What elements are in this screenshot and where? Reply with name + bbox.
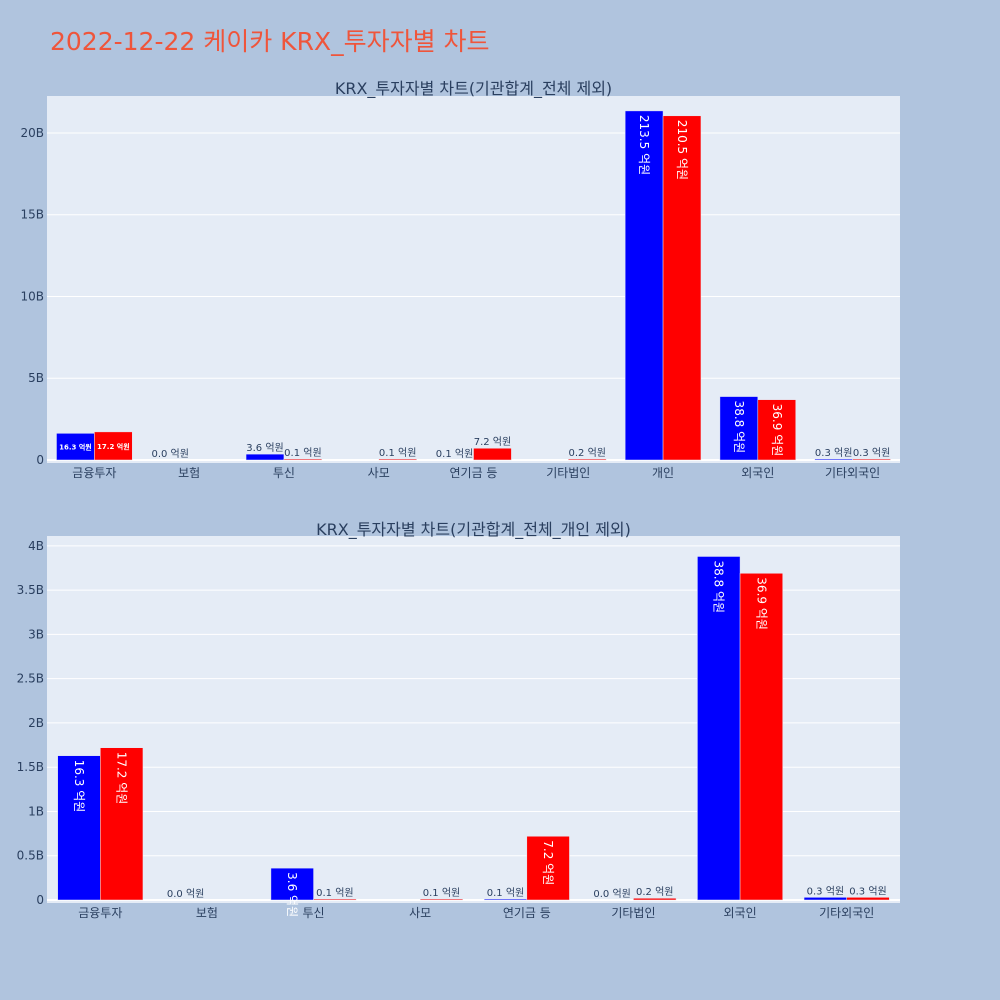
data-label: 17.2 억원 — [97, 442, 130, 451]
bar — [270, 867, 314, 901]
bar — [57, 755, 101, 901]
y-tick-label: 1.5B — [17, 760, 44, 774]
y-tick-label: 5B — [28, 371, 44, 385]
chart-title: KRX_투자자별 차트(기관합계_전체 제외) — [335, 79, 612, 99]
bar — [739, 573, 783, 901]
data-label: 38.8 억원 — [732, 401, 746, 454]
y-tick-label: 0.5B — [17, 849, 44, 863]
x-tick-label: 투신 — [273, 466, 295, 480]
y-tick-label: 20B — [20, 126, 44, 140]
x-tick-label: 보험 — [196, 906, 218, 920]
x-tick-label: 투신 — [303, 906, 325, 920]
y-tick-label: 3.5B — [17, 583, 44, 597]
x-tick-label: 개인 — [652, 466, 674, 480]
x-tick-label: 사모 — [409, 906, 431, 920]
chart-title: KRX_투자자별 차트(기관합계_전체_개인 제외) — [316, 520, 631, 540]
bar — [662, 115, 702, 461]
bar — [757, 399, 796, 461]
x-tick-label: 보험 — [178, 466, 200, 480]
data-label: 0.0 억원 — [151, 448, 188, 460]
bar — [56, 433, 95, 461]
chart-2: 0 0.5B 1B 1.5B 2B 2.5B 3B 3.5B 4B KRX_투자자별 차트(기관합… — [17, 520, 900, 920]
data-label: 0.0 억원 — [167, 888, 204, 900]
data-label: 213.5 억원 — [637, 115, 651, 175]
bar — [483, 898, 528, 901]
y-tick-label: 0 — [36, 893, 44, 907]
data-label: 0.1 억원 — [423, 887, 460, 899]
page-title: 2022-12-22 케이카 KRX_투자자별 차트 — [50, 27, 490, 56]
data-label: 0.3 억원 — [807, 885, 844, 897]
data-label: 0.0 억원 — [593, 888, 630, 900]
bar — [245, 453, 285, 461]
bar — [94, 431, 133, 461]
x-tick-label: 기타법인 — [611, 906, 655, 920]
bar — [633, 897, 677, 901]
bar — [697, 556, 741, 901]
x-tick-label: 외국인 — [724, 906, 757, 920]
data-label: 0.1 억원 — [487, 887, 524, 899]
data-label: 0.3 억원 — [849, 885, 886, 897]
y-tick-label: 4B — [28, 539, 44, 553]
x-tick-label: 금융투자 — [78, 906, 122, 920]
bar — [473, 447, 512, 461]
bar — [568, 458, 607, 461]
data-label: 0.2 억원 — [568, 447, 605, 459]
data-label: 3.6 억원 — [246, 442, 283, 454]
x-tick-label: 기타법인 — [546, 466, 590, 480]
bar — [526, 836, 570, 901]
data-label: 0.1 억원 — [436, 448, 473, 460]
data-label: 16.3 억원 — [72, 760, 86, 813]
y-tick-label: 3B — [28, 627, 44, 641]
x-tick-label: 기타외국인 — [825, 466, 880, 480]
bar — [100, 747, 144, 901]
data-label: 0.2 억원 — [636, 886, 673, 898]
x-tick-label: 연기금 등 — [450, 466, 498, 480]
bar — [419, 898, 464, 901]
bar — [624, 110, 664, 461]
x-tick-label: 연기금 등 — [503, 906, 551, 920]
bar — [846, 897, 890, 901]
y-tick-label: 15B — [20, 208, 44, 222]
data-label: 3.6 억원 — [285, 872, 299, 917]
data-label: 36.9 억원 — [770, 404, 784, 457]
y-tick-label: 2B — [28, 716, 44, 730]
bar — [803, 897, 847, 901]
data-label: 210.5 억원 — [675, 120, 689, 180]
data-label: 7.2 억원 — [474, 436, 511, 448]
data-label: 7.2 억원 — [541, 840, 555, 885]
bar — [378, 458, 417, 461]
data-label: 0.1 억원 — [284, 447, 321, 459]
y-tick-label: 0 — [36, 453, 44, 467]
bar — [814, 458, 853, 461]
x-tick-label: 사모 — [368, 466, 390, 480]
y-tick-label: 10B — [20, 289, 44, 303]
bar — [283, 458, 323, 461]
data-label: 0.3 억원 — [853, 447, 890, 459]
data-label: 0.1 억원 — [379, 447, 416, 459]
data-label: 36.9 억원 — [754, 577, 768, 630]
bar — [313, 898, 357, 901]
data-label: 0.3 억원 — [815, 447, 852, 459]
data-label: 38.8 억원 — [712, 560, 726, 613]
data-label: 17.2 억원 — [115, 752, 129, 805]
y-tick-label: 1B — [28, 804, 44, 818]
x-tick-label: 외국인 — [741, 466, 774, 480]
chart-1: 0 5B 10B 15B 20B KRX_투자자별 차트(기관합계_전체 제외) 금융투자 1… — [20, 79, 900, 480]
x-tick-label: 기타외국인 — [819, 906, 874, 920]
x-tick-label: 금융투자 — [72, 466, 116, 480]
data-label: 0.1 억원 — [316, 887, 353, 899]
bar — [852, 458, 891, 461]
bar — [719, 396, 759, 461]
y-tick-label: 2.5B — [17, 672, 44, 686]
data-label: 16.3 억원 — [59, 443, 92, 452]
